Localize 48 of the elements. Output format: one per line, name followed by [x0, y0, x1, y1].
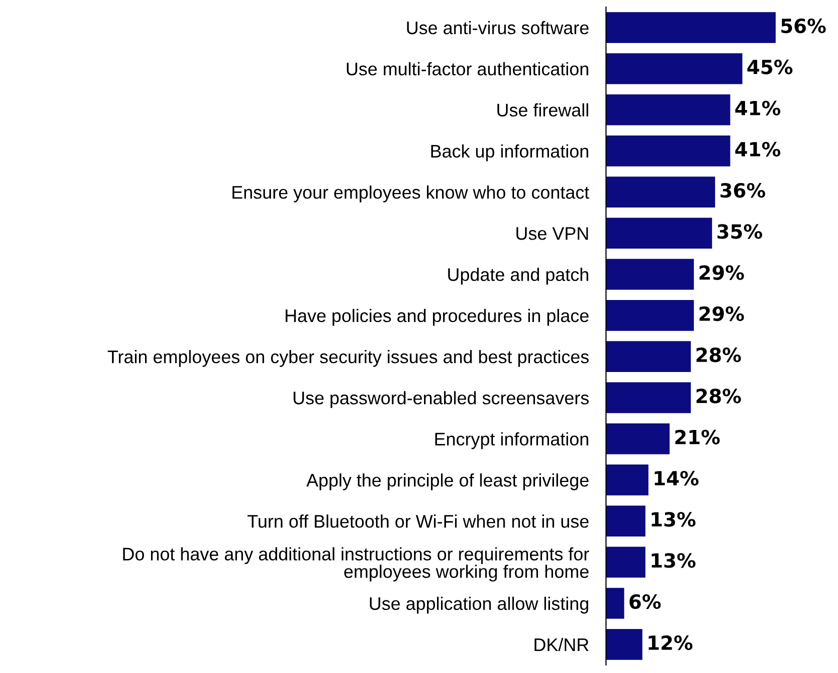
bar [606, 94, 730, 126]
y-tick-label: Do not have any additional instructions or requirements for employees working from home [123, 547, 590, 582]
bar [606, 136, 730, 166]
bar [606, 341, 691, 372]
y-tick-label: Update and patch [448, 268, 588, 285]
data-label: 21% [675, 430, 720, 444]
data-label: 6% [630, 594, 661, 609]
data-label: 28% [696, 388, 741, 404]
y-tick-label: Train employees on cyber security issues and best practices [108, 350, 589, 367]
y-tick-label: Use anti-virus software [407, 21, 589, 34]
bar [606, 464, 648, 496]
bar [606, 382, 691, 414]
data-label: 13% [652, 512, 696, 527]
bar [606, 12, 776, 43]
bar [606, 423, 670, 454]
bar [606, 546, 646, 578]
y-tick-label: Use application allow listing [370, 596, 588, 614]
y-tick-label: Encrypt information [435, 432, 588, 450]
bar [606, 176, 716, 208]
y-tick-label: Use VPN [516, 227, 588, 240]
y-tick-label: Back up information [431, 144, 588, 162]
y-tick-label: DK/NR [534, 638, 588, 652]
data-label: 36% [720, 182, 766, 198]
bar [606, 506, 646, 536]
y-tick-label: Have policies and procedures in place [286, 308, 589, 326]
data-label: 12% [648, 635, 692, 650]
y-tick-label: Use firewall [497, 103, 588, 117]
bar [606, 258, 694, 290]
bar [606, 53, 742, 84]
bar [606, 588, 624, 619]
bar [606, 300, 694, 331]
data-label: 41% [735, 142, 780, 157]
data-label: 13% [652, 553, 696, 568]
y-tick-label: Apply the principle of least privilege [306, 473, 589, 490]
bar [606, 218, 712, 249]
data-label: 28% [696, 347, 741, 362]
y-tick-label: Use password-enabled screensavers [294, 391, 589, 408]
data-label: 56% [781, 18, 826, 34]
data-label: 45% [747, 60, 792, 74]
data-label: 29% [700, 306, 744, 322]
bar [606, 629, 642, 660]
data-label: 35% [718, 224, 762, 239]
y-tick-label: Turn off Bluetooth or Wi-Fi when not in use [248, 514, 589, 528]
data-label: 41% [735, 100, 780, 116]
y-tick-label: Use multi-factor authentication [346, 62, 588, 76]
y-tick-label: Ensure your employees know who to contact [232, 186, 590, 202]
data-label: 29% [700, 265, 744, 280]
data-label: 14% [654, 470, 699, 486]
